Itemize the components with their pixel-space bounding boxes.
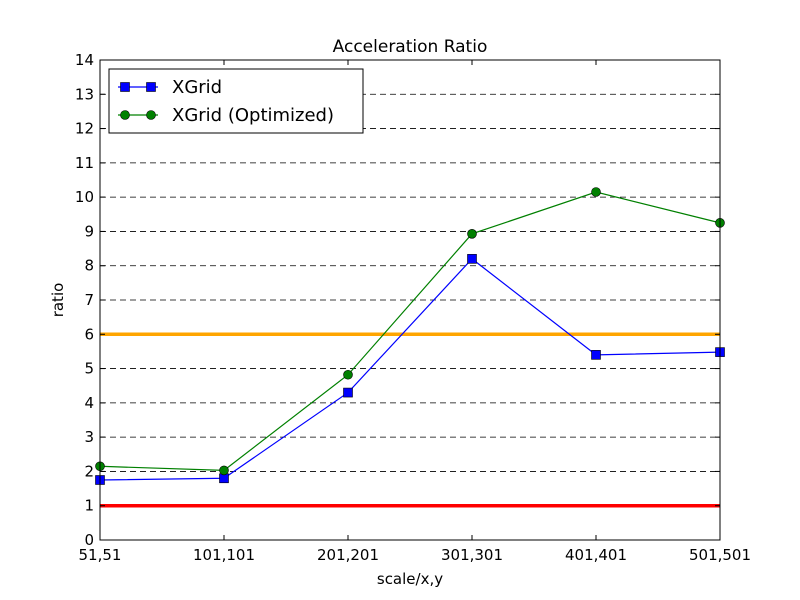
reference-lines — [100, 332, 720, 508]
y-tick-label: 1 — [84, 497, 94, 515]
y-tick-label: 0 — [84, 531, 94, 549]
legend-marker — [146, 82, 156, 92]
data-point — [467, 229, 477, 239]
x-tick-label: 301,301 — [441, 546, 503, 564]
legend-box — [108, 68, 364, 134]
data-point — [343, 387, 353, 398]
y-tick-label: 10 — [75, 188, 94, 206]
x-tick-label: 501,501 — [689, 546, 751, 564]
y-tick-label: 12 — [75, 120, 94, 138]
x-tick-label: 401,401 — [565, 546, 627, 564]
y-tick-label: 4 — [84, 394, 94, 412]
legend-marker — [146, 110, 156, 120]
legend: XGrid XGrid (Optimized) — [108, 68, 364, 134]
y-tick-label: 8 — [84, 257, 94, 275]
legend-label: XGrid (Optimized) — [172, 105, 334, 126]
series-line — [99, 258, 721, 481]
y-tick-label: 9 — [84, 222, 94, 240]
chart-title: Acceleration Ratio — [333, 37, 488, 57]
y-tick-label: 2 — [84, 462, 94, 480]
x-axis: 51,51 101,101 201,201 301,301 401,401 501,501 — [79, 60, 751, 564]
x-axis-label: scale/x,y — [377, 570, 443, 588]
data-point — [591, 187, 601, 197]
y-tick-label: 3 — [84, 428, 94, 446]
y-tick-label: 13 — [75, 85, 94, 103]
y-tick-label: 11 — [75, 154, 94, 172]
y-tick-label: 14 — [75, 51, 94, 69]
data-point — [467, 254, 477, 264]
legend-marker — [120, 110, 130, 120]
y-tick-label: 7 — [84, 291, 94, 309]
x-tick-label: 201,201 — [317, 546, 379, 564]
series-line — [99, 191, 721, 472]
y-axis-label: ratio — [49, 283, 67, 318]
x-tick-label: 101,101 — [193, 546, 255, 564]
data-point — [343, 369, 353, 380]
data-point — [219, 465, 229, 476]
legend-marker — [120, 82, 130, 92]
y-tick-label: 6 — [84, 325, 94, 343]
data-point — [591, 350, 601, 360]
legend-label: XGrid — [172, 77, 222, 98]
y-tick-label: 5 — [84, 360, 94, 378]
x-tick-label: 51,51 — [79, 546, 122, 564]
